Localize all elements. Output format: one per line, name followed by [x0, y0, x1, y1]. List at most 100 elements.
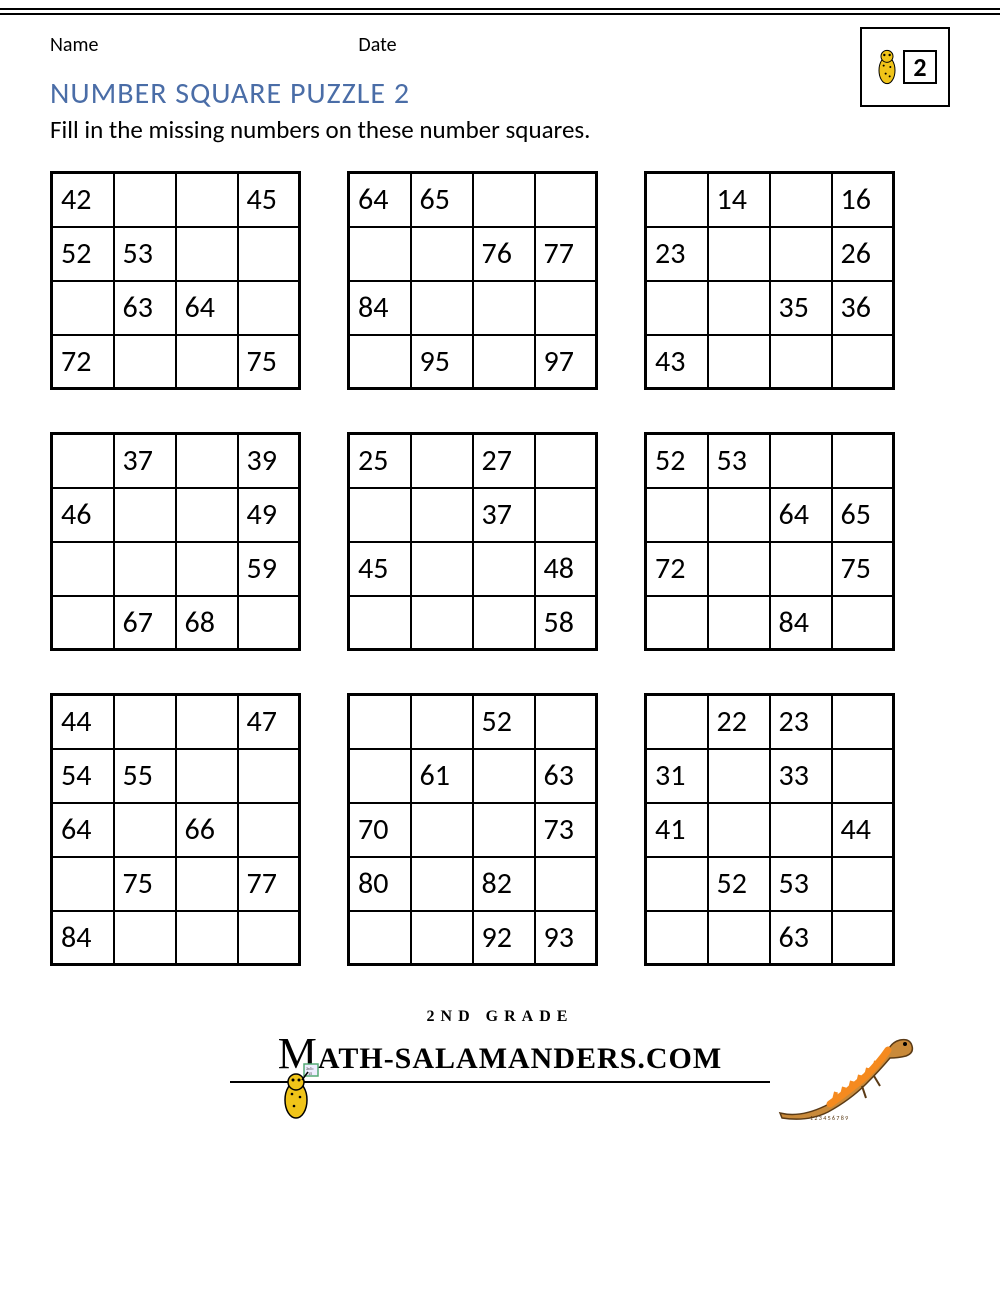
grid-cell[interactable]: 58: [535, 596, 597, 650]
grid-cell[interactable]: [770, 542, 832, 596]
grid-cell[interactable]: 95: [411, 335, 473, 389]
grid-cell[interactable]: [238, 281, 300, 335]
grid-cell[interactable]: [176, 173, 238, 227]
grid-cell[interactable]: 53: [770, 857, 832, 911]
grid-cell[interactable]: [349, 335, 411, 389]
grid-cell[interactable]: 52: [708, 857, 770, 911]
grid-cell[interactable]: 72: [52, 335, 114, 389]
grid-cell[interactable]: [708, 596, 770, 650]
grid-cell[interactable]: 65: [832, 488, 894, 542]
grid-cell[interactable]: 64: [770, 488, 832, 542]
grid-cell[interactable]: 31: [646, 749, 708, 803]
grid-cell[interactable]: 44: [832, 803, 894, 857]
grid-cell[interactable]: [473, 281, 535, 335]
grid-cell[interactable]: 97: [535, 335, 597, 389]
grid-cell[interactable]: [114, 335, 176, 389]
grid-cell[interactable]: 64: [349, 173, 411, 227]
grid-cell[interactable]: [708, 227, 770, 281]
grid-cell[interactable]: 43: [646, 335, 708, 389]
grid-cell[interactable]: [770, 335, 832, 389]
grid-cell[interactable]: [411, 542, 473, 596]
grid-cell[interactable]: [646, 173, 708, 227]
grid-cell[interactable]: [708, 335, 770, 389]
grid-cell[interactable]: 26: [832, 227, 894, 281]
grid-cell[interactable]: [349, 227, 411, 281]
grid-cell[interactable]: 14: [708, 173, 770, 227]
grid-cell[interactable]: [114, 173, 176, 227]
grid-cell[interactable]: [832, 434, 894, 488]
grid-cell[interactable]: 37: [114, 434, 176, 488]
grid-cell[interactable]: 84: [770, 596, 832, 650]
grid-cell[interactable]: [473, 803, 535, 857]
grid-cell[interactable]: [473, 335, 535, 389]
grid-cell[interactable]: [238, 596, 300, 650]
grid-cell[interactable]: 59: [238, 542, 300, 596]
grid-cell[interactable]: [473, 749, 535, 803]
grid-cell[interactable]: [411, 596, 473, 650]
grid-cell[interactable]: 92: [473, 911, 535, 965]
grid-cell[interactable]: [832, 695, 894, 749]
grid-cell[interactable]: 93: [535, 911, 597, 965]
grid-cell[interactable]: [646, 857, 708, 911]
grid-cell[interactable]: [52, 857, 114, 911]
grid-cell[interactable]: [832, 596, 894, 650]
grid-cell[interactable]: [349, 749, 411, 803]
grid-cell[interactable]: [770, 434, 832, 488]
grid-cell[interactable]: 54: [52, 749, 114, 803]
grid-cell[interactable]: [176, 749, 238, 803]
grid-cell[interactable]: 75: [832, 542, 894, 596]
grid-cell[interactable]: 61: [411, 749, 473, 803]
grid-cell[interactable]: [114, 911, 176, 965]
grid-cell[interactable]: [176, 335, 238, 389]
grid-cell[interactable]: [535, 434, 597, 488]
grid-cell[interactable]: 48: [535, 542, 597, 596]
grid-cell[interactable]: [473, 542, 535, 596]
grid-cell[interactable]: 45: [349, 542, 411, 596]
grid-cell[interactable]: [238, 749, 300, 803]
grid-cell[interactable]: 47: [238, 695, 300, 749]
grid-cell[interactable]: 52: [52, 227, 114, 281]
grid-cell[interactable]: 72: [646, 542, 708, 596]
grid-cell[interactable]: [176, 434, 238, 488]
grid-cell[interactable]: [176, 227, 238, 281]
grid-cell[interactable]: 82: [473, 857, 535, 911]
grid-cell[interactable]: [411, 281, 473, 335]
grid-cell[interactable]: 49: [238, 488, 300, 542]
grid-cell[interactable]: [832, 857, 894, 911]
grid-cell[interactable]: 63: [535, 749, 597, 803]
grid-cell[interactable]: 70: [349, 803, 411, 857]
grid-cell[interactable]: [473, 173, 535, 227]
grid-cell[interactable]: 45: [238, 173, 300, 227]
grid-cell[interactable]: 23: [646, 227, 708, 281]
grid-cell[interactable]: [52, 281, 114, 335]
grid-cell[interactable]: [832, 335, 894, 389]
grid-cell[interactable]: 25: [349, 434, 411, 488]
grid-cell[interactable]: [176, 695, 238, 749]
grid-cell[interactable]: 64: [52, 803, 114, 857]
grid-cell[interactable]: 33: [770, 749, 832, 803]
grid-cell[interactable]: 53: [708, 434, 770, 488]
grid-cell[interactable]: 37: [473, 488, 535, 542]
grid-cell[interactable]: [349, 911, 411, 965]
grid-cell[interactable]: 67: [114, 596, 176, 650]
grid-cell[interactable]: 42: [52, 173, 114, 227]
grid-cell[interactable]: [349, 488, 411, 542]
grid-cell[interactable]: [52, 596, 114, 650]
grid-cell[interactable]: [411, 857, 473, 911]
grid-cell[interactable]: [646, 596, 708, 650]
grid-cell[interactable]: [832, 911, 894, 965]
grid-cell[interactable]: [535, 173, 597, 227]
grid-cell[interactable]: [411, 488, 473, 542]
grid-cell[interactable]: 76: [473, 227, 535, 281]
grid-cell[interactable]: [708, 803, 770, 857]
grid-cell[interactable]: 39: [238, 434, 300, 488]
grid-cell[interactable]: [349, 596, 411, 650]
grid-cell[interactable]: 80: [349, 857, 411, 911]
grid-cell[interactable]: [770, 803, 832, 857]
grid-cell[interactable]: [176, 857, 238, 911]
grid-cell[interactable]: 65: [411, 173, 473, 227]
grid-cell[interactable]: 77: [535, 227, 597, 281]
grid-cell[interactable]: [770, 173, 832, 227]
grid-cell[interactable]: [52, 434, 114, 488]
grid-cell[interactable]: [708, 281, 770, 335]
